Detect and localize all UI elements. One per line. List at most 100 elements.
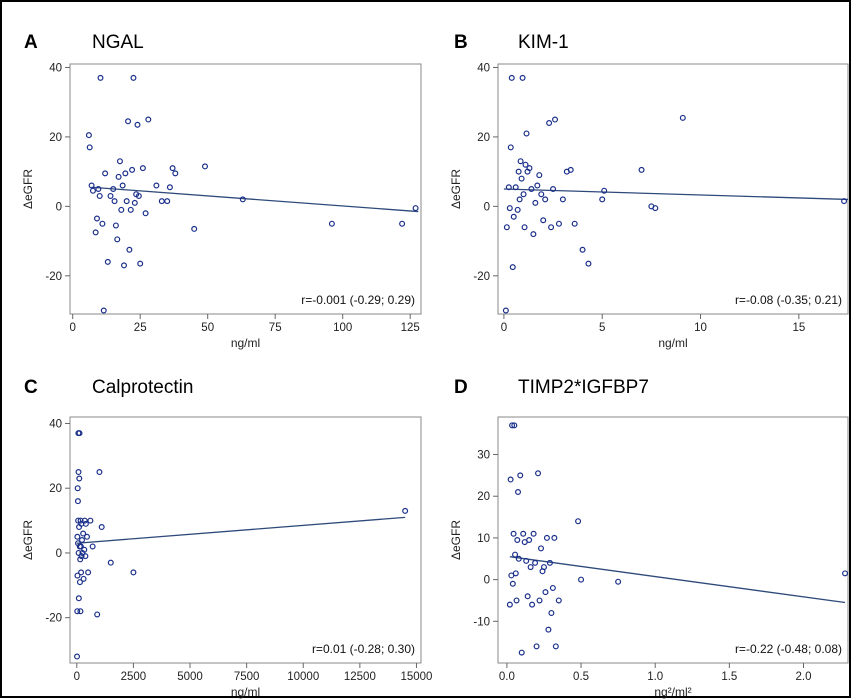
data-point <box>107 559 114 566</box>
data-point <box>510 213 517 220</box>
data-point <box>549 584 556 591</box>
x-tick-label: 25 <box>134 322 147 334</box>
y-tick-label: 20 <box>477 132 490 144</box>
data-point <box>555 220 562 227</box>
data-point <box>528 186 535 193</box>
y-axis-label: ΔeGFR <box>449 169 463 209</box>
data-point <box>615 578 622 585</box>
data-point <box>78 569 85 576</box>
data-point <box>110 186 117 193</box>
data-point <box>509 422 516 429</box>
data-point <box>532 559 539 566</box>
data-point <box>538 191 545 198</box>
data-point <box>134 121 141 128</box>
data-point <box>520 530 527 537</box>
data-point <box>517 472 524 479</box>
y-tick-label: 0 <box>56 201 62 213</box>
data-point <box>538 545 545 552</box>
data-point <box>841 198 848 205</box>
data-point <box>76 475 83 482</box>
data-point <box>74 572 81 579</box>
data-point <box>125 118 132 125</box>
y-tick-label: -20 <box>45 613 62 625</box>
data-point <box>77 543 84 550</box>
data-point <box>82 553 89 560</box>
data-point <box>533 643 540 650</box>
panel-d: D TIMP2*IGFBP7 0.0 0.5 1.0 1.5 2.0 -10 0 10 20 30 ng… <box>449 377 849 699</box>
data-point <box>79 536 86 543</box>
data-point <box>523 557 530 564</box>
data-point <box>412 205 419 212</box>
data-point <box>74 533 81 540</box>
data-point <box>112 222 119 229</box>
data-point <box>93 215 100 222</box>
data-point <box>540 564 547 571</box>
y-tick-label: 0 <box>484 201 490 213</box>
data-point <box>638 166 645 173</box>
data-point <box>97 74 104 81</box>
data-point <box>85 569 92 576</box>
data-point <box>77 517 84 524</box>
data-point <box>578 576 585 583</box>
correlation-annotation: r=-0.08 (-0.35; 0.21) <box>735 293 842 307</box>
data-point <box>512 184 519 191</box>
x-tick-label: 2500 <box>121 671 147 683</box>
data-point <box>135 192 142 199</box>
data-point <box>536 597 543 604</box>
x-tick-label: 50 <box>201 322 214 334</box>
x-tick-label: 1.5 <box>721 671 737 683</box>
data-point <box>129 166 136 173</box>
x-axis-label: ng²/ml² <box>654 685 691 699</box>
data-point <box>508 74 515 81</box>
data-point <box>542 589 549 596</box>
data-point <box>328 220 335 227</box>
data-point <box>145 116 152 123</box>
data-point <box>599 196 606 203</box>
data-point <box>74 608 81 615</box>
data-point <box>120 262 127 269</box>
data-point <box>526 165 533 172</box>
data-point <box>552 116 559 123</box>
data-point <box>513 597 520 604</box>
data-point <box>89 187 96 194</box>
data-point <box>74 498 81 505</box>
data-point <box>514 536 521 543</box>
data-point <box>522 161 529 168</box>
data-point <box>100 307 107 314</box>
y-tick-label: 20 <box>477 491 490 503</box>
data-point <box>74 485 81 492</box>
data-point <box>75 469 82 476</box>
data-point <box>118 206 125 213</box>
data-point <box>534 182 541 189</box>
data-point <box>169 165 176 172</box>
data-point <box>127 206 134 213</box>
data-point <box>506 205 513 212</box>
data-point <box>166 184 173 191</box>
x-tick-label: 0 <box>69 322 75 334</box>
data-point <box>546 120 553 127</box>
data-point <box>679 114 686 121</box>
data-point <box>77 608 84 615</box>
data-point <box>153 182 160 189</box>
x-tick-label: 125 <box>401 322 420 334</box>
panel-c: C Calprotectin 0 2500 5000 7500 10000 12500 1500… <box>21 377 432 699</box>
x-tick-label: 0 <box>74 671 80 683</box>
data-point <box>523 130 530 137</box>
data-point <box>842 570 849 577</box>
data-point <box>107 192 114 199</box>
data-point <box>75 595 82 602</box>
data-point <box>74 653 81 660</box>
data-point <box>506 601 513 608</box>
x-tick-label: 75 <box>269 322 282 334</box>
correlation-annotation: r=-0.22 (-0.48; 0.08) <box>735 642 842 656</box>
data-point <box>511 422 518 429</box>
data-point <box>76 430 83 437</box>
data-point <box>540 217 547 224</box>
data-point <box>550 186 557 193</box>
data-point <box>88 182 95 189</box>
data-point <box>515 489 522 496</box>
x-tick-label: 0.0 <box>499 671 515 683</box>
data-point <box>95 186 102 193</box>
data-point <box>75 517 82 524</box>
